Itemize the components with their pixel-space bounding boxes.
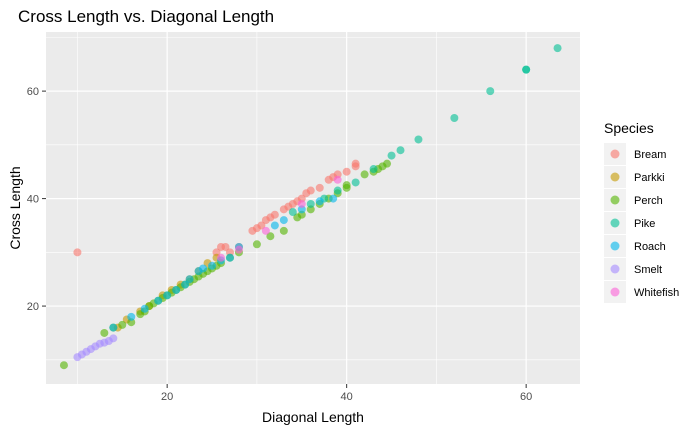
pike-point — [522, 65, 531, 74]
legend-label-smelt: Smelt — [634, 264, 662, 276]
roach-point — [181, 280, 190, 289]
whitefish-point — [297, 199, 306, 208]
roach-point — [270, 221, 279, 230]
major-gridlines — [46, 32, 580, 384]
pike-point — [333, 186, 342, 195]
legend-key-roach — [610, 241, 620, 251]
legend-key-whitefish — [610, 287, 620, 297]
y-axis: 20 40 60 — [27, 86, 46, 313]
roach-point — [140, 304, 149, 313]
perch-point — [360, 170, 369, 179]
y-tick-label: 40 — [27, 194, 39, 206]
perch-point — [383, 159, 392, 168]
pike-point — [396, 146, 405, 155]
roach-point — [154, 296, 163, 305]
legend-label-parkki: Parkki — [634, 172, 665, 184]
legend-key-parkki — [610, 172, 620, 182]
y-tick-label: 60 — [27, 86, 39, 98]
legend-items: Bream Parkki Perch Pike Roach Smelt Whitefish — [604, 143, 679, 303]
roach-point — [199, 264, 208, 273]
x-axis: 20 40 60 — [161, 384, 532, 403]
roach-point — [315, 197, 324, 206]
legend-key-smelt — [610, 264, 620, 274]
bream-point — [270, 210, 279, 219]
pike-point — [414, 135, 423, 144]
perch-point — [342, 181, 351, 190]
perch-point — [252, 240, 261, 249]
x-tick-label: 40 — [341, 391, 353, 403]
roach-point — [225, 253, 234, 262]
legend: Species Bream Parkki Perch Pike Roach Smelt Wh… — [604, 120, 679, 303]
roach-point — [127, 312, 136, 321]
roach-point — [185, 275, 194, 284]
whitefish-point — [234, 245, 243, 254]
pike-point — [553, 44, 562, 53]
pike-point — [387, 151, 396, 160]
x-tick-label: 60 — [520, 391, 532, 403]
legend-label-bream: Bream — [634, 149, 666, 161]
roach-point — [163, 291, 172, 300]
pike-point — [450, 113, 459, 122]
pike-point — [288, 208, 297, 217]
bream-point — [351, 162, 360, 171]
x-axis-title: Diagonal Length — [262, 409, 364, 425]
legend-label-roach: Roach — [634, 241, 666, 253]
roach-point — [208, 261, 217, 270]
whitefish-point — [217, 253, 226, 262]
legend-key-bream — [610, 149, 620, 159]
legend-label-whitefish: Whitefish — [634, 287, 679, 299]
y-axis-title: Cross Length — [7, 166, 23, 249]
legend-key-pike — [610, 218, 620, 228]
bream-point — [257, 221, 266, 230]
legend-label-perch: Perch — [634, 195, 663, 207]
legend-key-perch — [610, 195, 620, 205]
bream-point — [73, 248, 82, 257]
whitefish-point — [333, 175, 342, 184]
perch-point — [266, 232, 275, 241]
x-tick-label: 20 — [161, 391, 173, 403]
roach-point — [279, 216, 288, 225]
data-points — [59, 44, 562, 370]
perch-point — [100, 328, 109, 337]
pike-point — [351, 178, 360, 187]
perch-point — [279, 226, 288, 235]
roach-point — [172, 285, 181, 294]
pike-point — [306, 199, 315, 208]
perch-point — [59, 361, 68, 370]
chart-title: Cross Length vs. Diagonal Length — [18, 7, 274, 26]
roach-point — [109, 323, 118, 332]
bream-point — [221, 242, 230, 251]
bream-point — [342, 167, 351, 176]
pike-point — [369, 165, 378, 174]
legend-title: Species — [604, 120, 654, 136]
bream-point — [306, 186, 315, 195]
bream-point — [315, 183, 324, 192]
roach-point — [329, 194, 338, 203]
smelt-point — [109, 334, 118, 343]
pike-point — [486, 87, 495, 96]
legend-label-pike: Pike — [634, 218, 655, 230]
whitefish-point — [261, 226, 270, 235]
perch-point — [118, 320, 127, 329]
y-tick-label: 20 — [27, 301, 39, 313]
